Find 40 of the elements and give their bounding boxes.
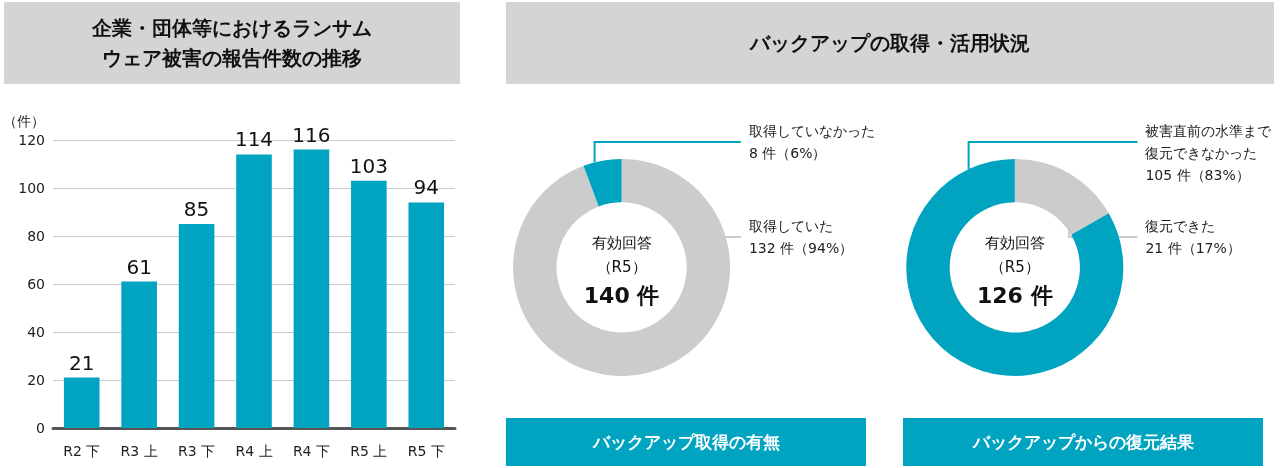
text: 有効回答 <box>591 234 652 253</box>
text: バックアップ取得の有無 <box>506 418 866 466</box>
text: バックアップからの復元結果 <box>903 418 1263 466</box>
text: 140 件 <box>583 282 660 308</box>
x-tick-label: R2 下 <box>63 443 101 459</box>
text: （R5） <box>989 258 1040 277</box>
data-label: 85 <box>183 197 210 221</box>
x-tick-label: R5 上 <box>350 443 388 459</box>
x-tick-label: R4 下 <box>292 443 330 459</box>
data-label: 103 <box>349 153 388 178</box>
chart-title: 企業・団体等におけるランサムウェア被害の報告件数の推移 <box>91 15 373 72</box>
slice-label: 被害直前の水準まで復元できなかった <box>1145 123 1273 161</box>
data-label: 105 件（83%） <box>1145 167 1250 183</box>
data-label: 21 <box>68 350 95 375</box>
data-label: 114 <box>234 127 274 152</box>
text: （R5） <box>596 258 647 277</box>
y-tick-label: 60 <box>27 276 45 292</box>
y-axis-title: （件） <box>3 113 45 129</box>
data-label: 116 <box>292 122 331 147</box>
x-tick-label: R3 上 <box>120 443 158 459</box>
y-tick-label: 20 <box>27 372 45 388</box>
y-tick-label: 80 <box>27 228 45 244</box>
text: 126 件 <box>977 282 1053 308</box>
data-label: 21 件（17%） <box>1145 240 1241 256</box>
slice-label: 取得していなかった <box>748 123 875 139</box>
y-tick-label: 100 <box>18 180 45 196</box>
x-tick-label: R4 上 <box>235 443 273 459</box>
y-tick-label: 120 <box>18 132 45 148</box>
y-tick-label: 40 <box>27 324 45 340</box>
data-label: 94 <box>413 175 440 200</box>
chart-title: バックアップの取得・活用状況 <box>506 2 1274 84</box>
text: 有効回答 <box>984 234 1045 253</box>
x-tick-label: R5 下 <box>407 443 445 459</box>
data-label: 8 件（6%） <box>748 145 827 161</box>
data-label: 61 <box>126 254 152 279</box>
data-label: 132 件（94%） <box>748 240 854 256</box>
slice-label: 復元できた <box>1145 218 1216 234</box>
slice-label: 取得していた <box>748 218 833 234</box>
x-tick-label: R3 下 <box>178 443 216 459</box>
y-tick-label: 0 <box>36 420 45 436</box>
